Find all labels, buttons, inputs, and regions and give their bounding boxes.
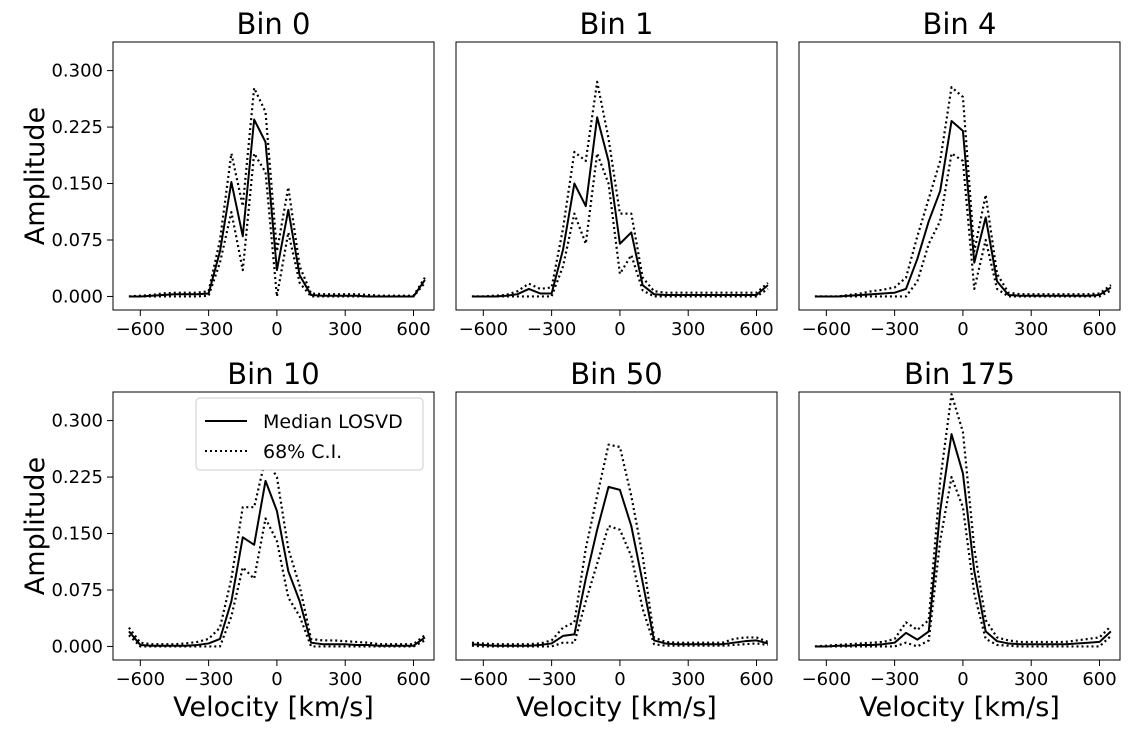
median-line <box>814 433 1112 648</box>
ci-upper-line <box>814 393 1112 648</box>
ci-upper-line <box>128 457 426 646</box>
median-line <box>471 485 769 647</box>
panel-1: Bin 1 −600 −300 0 300 600 <box>455 7 778 340</box>
x-tick-label: 300 <box>671 319 705 340</box>
plot-frame <box>112 41 435 311</box>
panel-title: Bin 50 <box>570 357 662 391</box>
x-tick-label: 600 <box>1082 319 1116 340</box>
x-tick-label: 0 <box>957 319 968 340</box>
ci-lower-line <box>128 152 426 298</box>
ci-upper-line <box>471 80 769 298</box>
x-tick-label: −600 <box>116 669 165 690</box>
x-tick-label: 600 <box>396 319 430 340</box>
x-tick-label: 300 <box>328 669 362 690</box>
y-axis-label: Amplitude <box>20 107 51 245</box>
ci-lower-line <box>128 517 426 648</box>
x-tick-label: 600 <box>739 669 773 690</box>
x-tick-label: −300 <box>527 319 576 340</box>
ci-upper-line <box>814 86 1112 298</box>
plot-frame <box>798 41 1121 311</box>
x-tick-label: −300 <box>870 319 919 340</box>
y-tick-label: 0.225 <box>51 467 103 488</box>
legend-median-label: Median LOSVD <box>263 411 403 433</box>
x-tick-label: 0 <box>614 319 625 340</box>
ci-upper-line <box>471 443 769 646</box>
panel-4: Bin 50 −600 −300 0 300 600 Velocity [km/s] <box>455 357 778 723</box>
ci-lower-line <box>471 152 769 298</box>
panel-title: Bin 4 <box>922 7 996 41</box>
plot-frame <box>455 391 778 661</box>
y-tick-label: 0.300 <box>51 411 103 432</box>
x-tick-label: 0 <box>271 319 282 340</box>
plot-frame <box>455 41 778 311</box>
x-tick-label: −300 <box>184 319 233 340</box>
y-axis-label: Amplitude <box>20 457 51 595</box>
y-tick-label: 0.075 <box>51 580 103 601</box>
ci-lower-line <box>814 475 1112 648</box>
panel-title: Bin 1 <box>579 7 653 41</box>
panels: Bin 0 −600 −300 0 300 600 0.000 0.075 0.150 0.225… <box>20 7 1121 723</box>
y-tick-label: 0.000 <box>51 636 103 657</box>
y-tick-label: 0.300 <box>51 61 103 82</box>
x-tick-label: 600 <box>396 669 430 690</box>
y-tick-label: 0.225 <box>51 117 103 138</box>
median-line <box>471 116 769 298</box>
x-tick-label: −600 <box>459 669 508 690</box>
panel-2: Bin 4 −600 −300 0 300 600 <box>798 7 1121 340</box>
panel-3: Bin 10 −600 −300 0 300 600 0.000 0.075 0.150 0.22… <box>20 357 435 723</box>
x-tick-label: 300 <box>328 319 362 340</box>
plot-frame <box>112 391 435 661</box>
x-tick-label: 0 <box>271 669 282 690</box>
ci-lower-line <box>471 524 769 648</box>
x-tick-label: 0 <box>957 669 968 690</box>
median-line <box>814 120 1112 298</box>
x-tick-label: 600 <box>739 319 773 340</box>
median-line <box>128 118 426 298</box>
x-tick-label: 300 <box>1014 319 1048 340</box>
legend: Median LOSVD 68% C.I. <box>195 397 424 471</box>
x-tick-label: −300 <box>184 669 233 690</box>
x-axis-label: Velocity [km/s] <box>173 692 374 723</box>
plot-frame <box>798 391 1121 661</box>
x-tick-label: −300 <box>527 669 576 690</box>
x-tick-label: −600 <box>116 319 165 340</box>
median-line <box>128 479 426 647</box>
x-tick-label: 600 <box>1082 669 1116 690</box>
legend-ci-label: 68% C.I. <box>263 441 342 463</box>
legend-box <box>195 397 424 471</box>
x-tick-label: 300 <box>1014 669 1048 690</box>
y-tick-label: 0.150 <box>51 524 103 545</box>
x-tick-label: −600 <box>802 669 851 690</box>
x-axis-label: Velocity [km/s] <box>516 692 717 723</box>
x-axis-label: Velocity [km/s] <box>859 692 1060 723</box>
panel-title: Bin 175 <box>904 357 1015 391</box>
x-tick-label: 300 <box>671 669 705 690</box>
ci-lower-line <box>814 152 1112 298</box>
x-tick-label: 0 <box>614 669 625 690</box>
x-tick-label: −600 <box>459 319 508 340</box>
panel-title: Bin 0 <box>236 7 310 41</box>
panel-5: Bin 175 −600 −300 0 300 600 Velocity [km/s] <box>798 357 1121 723</box>
x-tick-label: −600 <box>802 319 851 340</box>
y-tick-label: 0.075 <box>51 230 103 251</box>
panel-0: Bin 0 −600 −300 0 300 600 0.000 0.075 0.150 0.225… <box>20 7 435 340</box>
y-tick-label: 0.150 <box>51 174 103 195</box>
x-tick-label: −300 <box>870 669 919 690</box>
panel-title: Bin 10 <box>227 357 319 391</box>
y-tick-label: 0.000 <box>51 286 103 307</box>
